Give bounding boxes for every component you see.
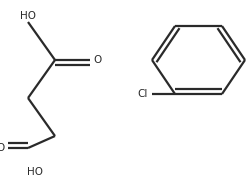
Text: O: O xyxy=(93,55,101,65)
Text: HO: HO xyxy=(20,11,36,21)
Text: O: O xyxy=(0,143,5,153)
Text: Cl: Cl xyxy=(137,89,147,99)
Text: HO: HO xyxy=(27,167,43,177)
